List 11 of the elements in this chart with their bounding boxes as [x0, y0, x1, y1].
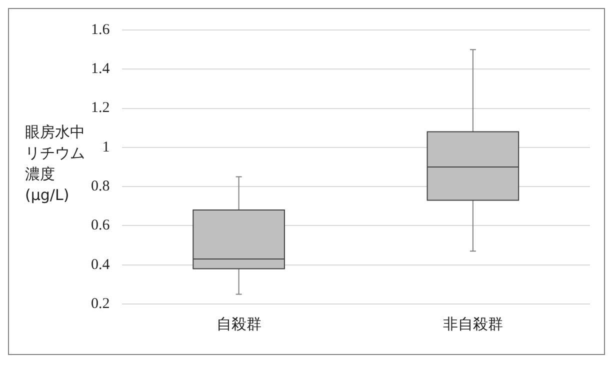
- y-tick-label: 0.6: [91, 218, 110, 234]
- y-tick-label: 0.8: [91, 178, 110, 195]
- y-tick-label: 1: [102, 139, 110, 156]
- x-tick-label: 自殺群: [216, 314, 262, 333]
- y-tick-label: 1.4: [91, 61, 110, 78]
- y-tick-label: 0.2: [91, 296, 110, 312]
- x-tick-label: 非自殺群: [442, 314, 503, 333]
- y-tick-label: 0.4: [91, 256, 110, 273]
- y-tick-label: 1.6: [91, 22, 110, 38]
- y-axis-title: 眼房水中リチウム濃度(μg/L): [25, 122, 86, 206]
- y-tick-label: 1.2: [91, 100, 110, 116]
